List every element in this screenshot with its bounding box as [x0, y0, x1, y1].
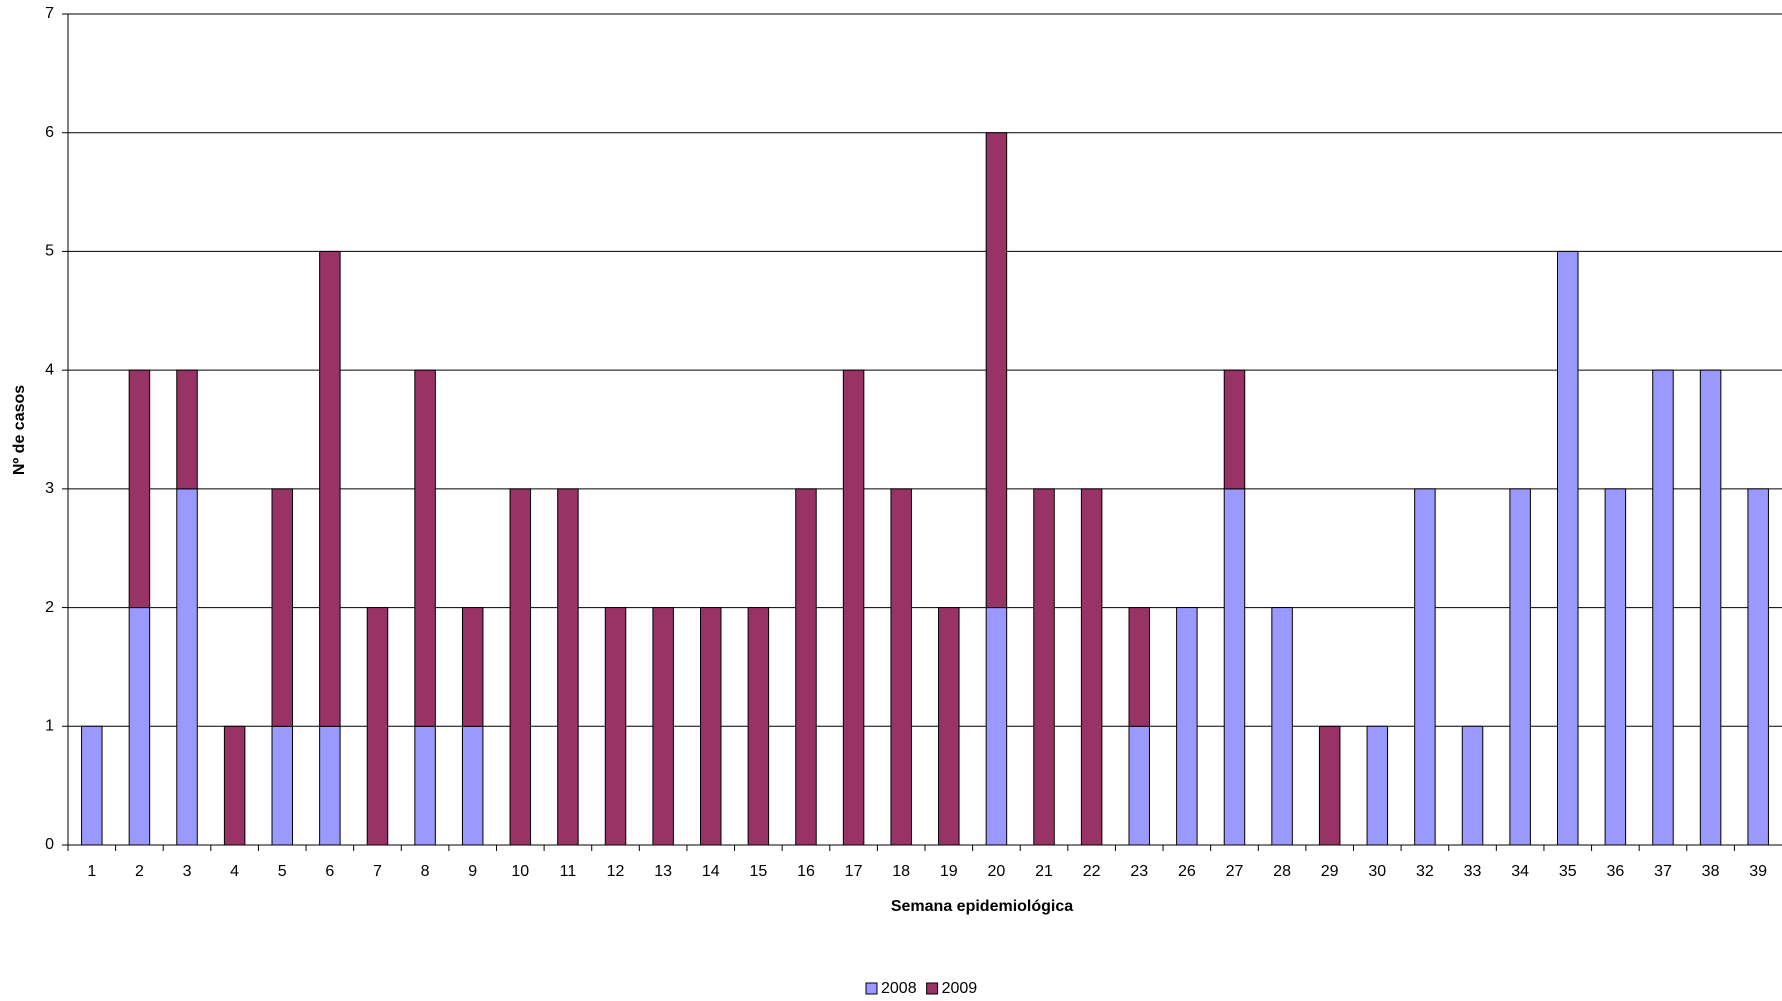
bar-segment [1128, 725, 1150, 846]
bar-segment [319, 725, 341, 846]
bar-segment [1604, 488, 1627, 846]
bar-segment [461, 607, 484, 727]
bar-segment [223, 725, 246, 846]
x-tick-label: 8 [421, 863, 430, 880]
y-tick-label: 1 [45, 718, 54, 735]
bar-segment [1271, 607, 1293, 846]
y-axis-label: Nº de casos [11, 385, 28, 475]
bar-segment [700, 607, 722, 846]
y-tick-label: 0 [45, 836, 54, 853]
bar-segment [1461, 725, 1484, 846]
bar-segment [985, 607, 1008, 846]
x-tick-label: 36 [1606, 863, 1624, 880]
x-tick-label: 17 [845, 863, 863, 880]
x-tick-label: 34 [1511, 863, 1529, 880]
y-tick-label: 3 [45, 480, 54, 497]
legend-swatch [926, 982, 939, 995]
x-tick-label: 3 [183, 863, 192, 880]
bar-segment [1033, 488, 1055, 846]
x-tick-label: 9 [468, 863, 477, 880]
x-tick-label: 28 [1273, 863, 1291, 880]
y-tick-label: 4 [45, 361, 54, 378]
bar-segment [1509, 488, 1531, 846]
x-tick-label: 5 [278, 863, 287, 880]
y-tick-label: 7 [45, 5, 54, 22]
x-tick-label: 10 [511, 863, 529, 880]
bar-segment [81, 725, 103, 846]
bar-segment [271, 725, 293, 846]
x-tick-label: 33 [1464, 863, 1482, 880]
bar-segment [176, 488, 198, 846]
bar-segment [461, 725, 484, 846]
x-tick-label: 12 [607, 863, 625, 880]
x-tick-label: 7 [373, 863, 382, 880]
bar-segment [1223, 369, 1246, 490]
x-tick-label: 1 [87, 863, 96, 880]
bar-segment [1223, 488, 1246, 846]
bar-segment [271, 488, 293, 727]
y-tick-label: 2 [45, 599, 54, 616]
bar-segment [604, 607, 627, 846]
bar-segment [652, 607, 674, 846]
x-tick-label: 26 [1178, 863, 1196, 880]
x-axis-label: Semana epidemiológica [891, 898, 1073, 915]
x-tick-label: 18 [892, 863, 910, 880]
x-tick-label: 23 [1130, 863, 1148, 880]
x-tick-label: 35 [1559, 863, 1577, 880]
bar-segment [1128, 607, 1150, 727]
x-tick-label: 20 [988, 863, 1006, 880]
x-tick-label: 39 [1749, 863, 1767, 880]
x-tick-label: 15 [749, 863, 767, 880]
bar-segment [366, 607, 389, 846]
bar-segment [890, 488, 912, 846]
x-tick-label: 38 [1702, 863, 1720, 880]
bar-segment [985, 132, 1008, 609]
bar-segment [176, 369, 198, 490]
bar-segment [842, 369, 865, 846]
x-tick-label: 6 [325, 863, 334, 880]
x-tick-label: 32 [1416, 863, 1434, 880]
x-tick-label: 11 [560, 863, 577, 880]
bar-segment [1366, 725, 1389, 846]
x-tick-label: 30 [1368, 863, 1386, 880]
bar-segment [1318, 725, 1341, 846]
bar-segment [938, 607, 960, 846]
bar-segment [1652, 369, 1674, 846]
bar-segment [557, 488, 579, 846]
x-tick-label: 16 [797, 863, 815, 880]
bar-segment [1747, 488, 1769, 846]
x-tick-label: 22 [1083, 863, 1101, 880]
bar-segment [1557, 250, 1579, 846]
bar-segment [128, 369, 151, 609]
y-tick-label: 6 [45, 124, 54, 141]
x-tick-label: 4 [230, 863, 239, 880]
x-tick-label: 37 [1654, 863, 1672, 880]
y-tick-label: 5 [45, 243, 54, 260]
bar-segment [1080, 488, 1103, 846]
legend-swatch [865, 982, 878, 995]
bar-segment [1176, 607, 1198, 846]
x-tick-label: 29 [1321, 863, 1339, 880]
bar-segment [414, 369, 436, 727]
x-tick-label: 19 [940, 863, 958, 880]
x-tick-label: 21 [1035, 863, 1053, 880]
x-tick-label: 14 [702, 863, 720, 880]
bar-segment [128, 607, 151, 846]
bar-segment [509, 488, 532, 846]
legend-label: 2009 [942, 980, 978, 997]
bar-segment [747, 607, 770, 846]
x-tick-label: 13 [654, 863, 672, 880]
bar-segment [319, 250, 341, 727]
x-tick-label: 2 [135, 863, 144, 880]
bar-segment [414, 725, 436, 846]
legend-label: 2008 [881, 980, 917, 997]
bar-segment [795, 488, 817, 846]
bar-segment [1414, 488, 1436, 846]
x-tick-label: 27 [1226, 863, 1244, 880]
bar-segment [1699, 369, 1722, 846]
